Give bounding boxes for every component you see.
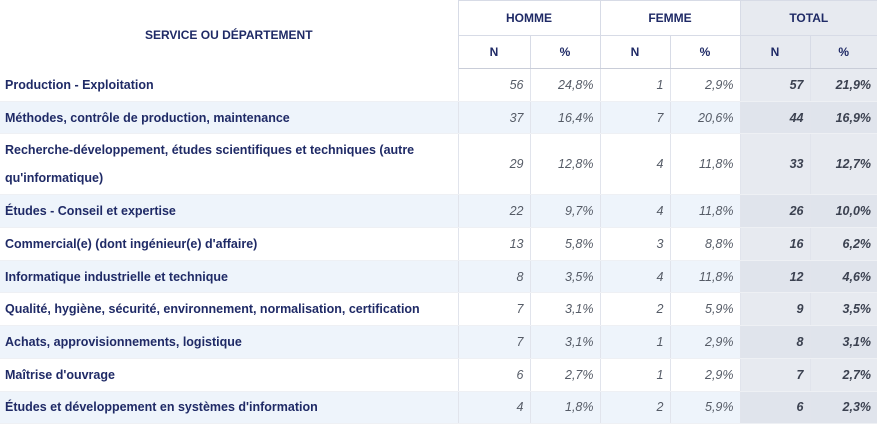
femme-pct-cell: 20,6% [669,101,740,135]
total-n-cell: 26 [739,194,810,229]
femme-n-cell: 1 [599,325,670,359]
service-label: Maîtrise d'ouvrage [0,358,458,392]
total-pct-cell: 12,7% [809,133,877,196]
table-row: Informatique industrielle et technique 8… [0,260,877,294]
total-pct-cell: 21,9% [809,68,877,102]
total-pct-header: % [809,35,877,69]
femme-n-cell: 4 [599,260,670,294]
total-n-cell: 57 [739,68,810,102]
total-n-cell: 33 [739,133,810,196]
homme-pct-cell: 5,8% [529,227,600,261]
service-label: Qualité, hygiène, sécurité, environnemen… [0,292,458,327]
femme-n-cell: 4 [599,194,670,229]
table-row: Maîtrise d'ouvrage 6 2,7% 1 2,9% 7 2,7% [0,358,877,392]
table-row: Achats, approvisionnements, logistique 7… [0,325,877,359]
total-pct-cell: 3,5% [809,292,877,327]
total-pct-cell: 3,1% [809,325,877,359]
service-label: Méthodes, contrôle de production, mainte… [0,101,458,135]
femme-n-cell: 1 [599,358,670,392]
femme-group-header: FEMME [599,0,740,36]
table-row: Qualité, hygiène, sécurité, environnemen… [0,292,877,327]
femme-pct-cell: 8,8% [669,227,740,261]
femme-n-cell: 3 [599,227,670,261]
total-n-cell: 7 [739,358,810,392]
total-n-cell: 16 [739,227,810,261]
homme-n-cell: 37 [457,101,530,135]
homme-n-cell: 56 [457,68,530,102]
homme-n-cell: 7 [457,325,530,359]
homme-pct-cell: 3,5% [529,260,600,294]
homme-n-cell: 8 [457,260,530,294]
homme-pct-cell: 24,8% [529,68,600,102]
table-row: Études - Conseil et expertise 22 9,7% 4 … [0,194,877,229]
total-n-cell: 8 [739,325,810,359]
femme-n-cell: 7 [599,101,670,135]
homme-pct-cell: 12,8% [529,133,600,196]
table-header: SERVICE OU DÉPARTEMENT HOMME FEMME TOTAL… [0,0,877,69]
table-row: Recherche-développement, études scientif… [0,133,877,196]
total-n-header: N [739,35,810,69]
table-body: Production - Exploitation 56 24,8% 1 2,9… [0,68,877,424]
femme-n-header: N [599,35,670,69]
homme-pct-cell: 3,1% [529,325,600,359]
service-label: Achats, approvisionnements, logistique [0,325,458,359]
homme-pct-header: % [529,35,600,69]
femme-n-cell: 4 [599,133,670,196]
table-row: Production - Exploitation 56 24,8% 1 2,9… [0,68,877,102]
homme-n-cell: 22 [457,194,530,229]
service-column-header: SERVICE OU DÉPARTEMENT [0,0,459,69]
total-n-cell: 44 [739,101,810,135]
homme-n-cell: 13 [457,227,530,261]
table-row: Méthodes, contrôle de production, mainte… [0,101,877,135]
femme-pct-cell: 2,9% [669,325,740,359]
femme-pct-cell: 2,9% [669,68,740,102]
total-n-cell: 9 [739,292,810,327]
homme-n-cell: 29 [457,133,530,196]
total-n-cell: 12 [739,260,810,294]
homme-n-cell: 6 [457,358,530,392]
homme-pct-cell: 9,7% [529,194,600,229]
femme-pct-cell: 11,8% [669,194,740,229]
homme-group-header: HOMME [457,0,600,36]
total-group-header: TOTAL [739,0,877,36]
table-row: Commercial(e) (dont ingénieur(e) d'affai… [0,227,877,261]
femme-pct-header: % [669,35,740,69]
service-label: Informatique industrielle et technique [0,260,458,294]
femme-n-cell: 1 [599,68,670,102]
femme-n-cell: 2 [599,292,670,327]
homme-pct-cell: 16,4% [529,101,600,135]
total-pct-cell: 10,0% [809,194,877,229]
total-pct-cell: 4,6% [809,260,877,294]
service-label: Production - Exploitation [0,68,458,102]
homme-n-cell: 7 [457,292,530,327]
total-pct-cell: 16,9% [809,101,877,135]
total-pct-cell: 2,7% [809,358,877,392]
total-pct-cell: 6,2% [809,227,877,261]
femme-pct-cell: 5,9% [669,292,740,327]
femme-pct-cell: 11,8% [669,260,740,294]
service-label: Recherche-développement, études scientif… [0,133,458,196]
femme-pct-cell: 11,8% [669,133,740,196]
service-label: Commercial(e) (dont ingénieur(e) d'affai… [0,227,458,261]
homme-pct-cell: 3,1% [529,292,600,327]
service-label: Études - Conseil et expertise [0,194,458,229]
homme-n-header: N [457,35,530,69]
femme-pct-cell: 2,9% [669,358,740,392]
homme-pct-cell: 2,7% [529,358,600,392]
